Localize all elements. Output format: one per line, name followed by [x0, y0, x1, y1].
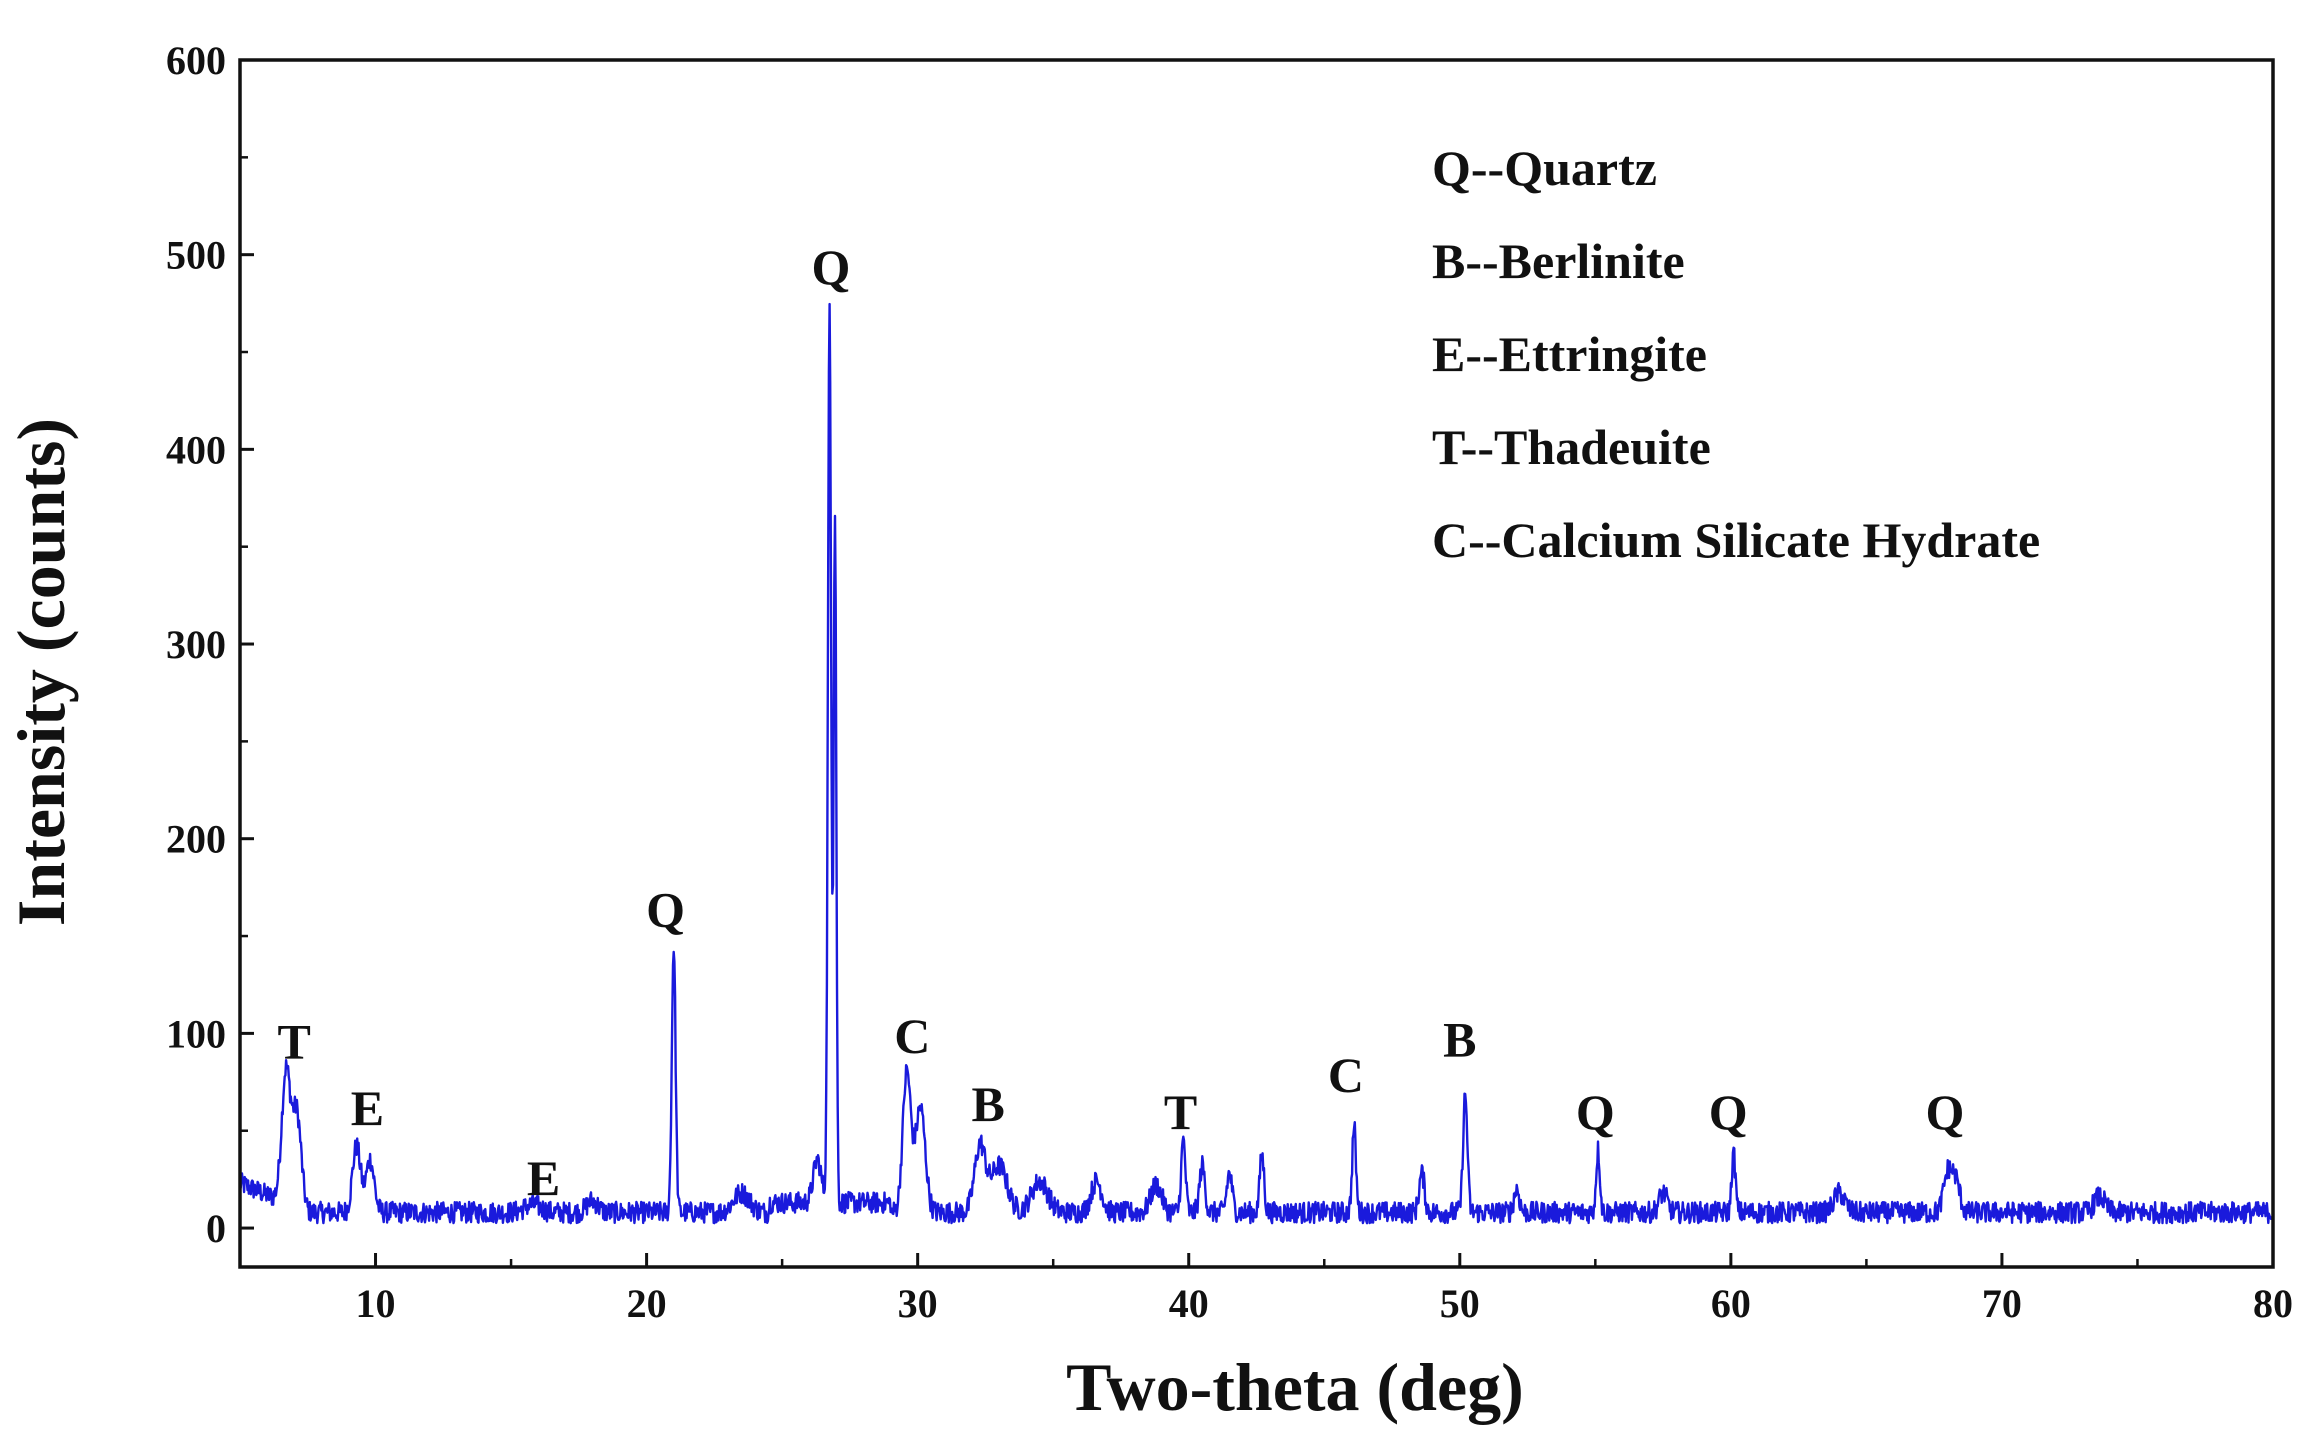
y-tick-label: 200	[166, 817, 226, 862]
legend-entry: E--Ettringite	[1432, 326, 1707, 382]
peak-label: C	[894, 1008, 930, 1064]
peak-label: E	[351, 1080, 384, 1136]
x-axis-title: Two-theta (deg)	[1066, 1349, 1524, 1425]
peak-label: Q	[1576, 1084, 1615, 1140]
peak-label: T	[1164, 1084, 1197, 1140]
y-axis-title: Intensity (counts)	[3, 418, 79, 926]
y-tick-label: 600	[166, 38, 226, 83]
x-tick-label: 10	[356, 1281, 396, 1326]
peak-label: T	[278, 1014, 311, 1070]
peak-label: Q	[1709, 1084, 1748, 1140]
y-tick-label: 500	[166, 233, 226, 278]
series-line	[238, 302, 2275, 1225]
ticks-layer: 10 20 30 40 50 60 70 80 0 100 200 300 400 500 600	[166, 38, 2293, 1326]
x-tick-label: 20	[627, 1281, 667, 1326]
peak-label: E	[527, 1150, 560, 1206]
peak-label: B	[971, 1076, 1004, 1132]
peak-label: C	[1328, 1047, 1364, 1103]
legend-entry: T--Thadeuite	[1432, 419, 1711, 475]
x-tick-label: 60	[1711, 1281, 1751, 1326]
x-tick-label: 40	[1169, 1281, 1209, 1326]
x-tick-label: 30	[898, 1281, 938, 1326]
legend-layer: Q--Quartz B--Berlinite E--Ettringite T--Tha…	[1432, 140, 2040, 568]
plot-frame	[238, 58, 2275, 1269]
y-tick-label: 100	[166, 1011, 226, 1056]
series-layer	[238, 302, 2275, 1225]
peak-label: B	[1443, 1012, 1476, 1068]
legend-entry: Q--Quartz	[1432, 140, 1657, 196]
x-tick-label: 70	[1982, 1281, 2022, 1326]
x-tick-label: 50	[1440, 1281, 1480, 1326]
legend-entry: C--Calcium Silicate Hydrate	[1432, 512, 2040, 568]
y-tick-label: 300	[166, 622, 226, 667]
x-tick-label: 80	[2253, 1281, 2293, 1326]
y-tick-label: 400	[166, 427, 226, 472]
peak-label: Q	[811, 239, 850, 295]
peak-label: Q	[1926, 1084, 1965, 1140]
legend-entry: B--Berlinite	[1432, 233, 1685, 289]
y-tick-label: 0	[206, 1206, 226, 1251]
peak-label: Q	[646, 881, 685, 937]
